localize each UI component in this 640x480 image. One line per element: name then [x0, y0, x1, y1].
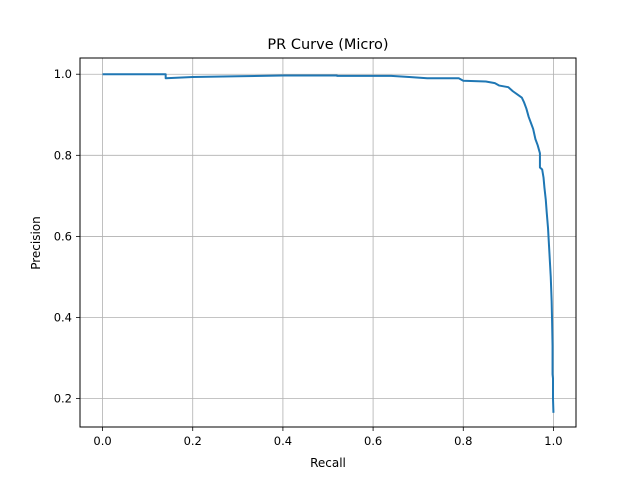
plot-frame [79, 57, 577, 428]
y-tick-label: 0.2 [54, 392, 72, 406]
x-tick-label: 0.4 [274, 434, 292, 448]
y-axis-label: Precision [29, 216, 43, 270]
x-tick-label: 0.8 [454, 434, 472, 448]
y-tick-label: 0.6 [54, 229, 72, 243]
series-group [102, 73, 555, 413]
x-tick-label: 0.2 [184, 434, 202, 448]
y-tick-label: 0.8 [54, 148, 72, 162]
x-tick-label: 0.6 [364, 434, 382, 448]
y-tick-label: 0.4 [54, 311, 72, 325]
chart-title: PR Curve (Micro) [267, 37, 388, 53]
grid-lines [80, 58, 576, 427]
y-tick-label: 1.0 [54, 67, 72, 81]
pr-curve-line [102, 73, 555, 413]
x-tick-label: 1.0 [544, 434, 562, 448]
x-axis-label: Recall [310, 456, 346, 470]
x-tick-label: 0.0 [93, 434, 111, 448]
axis-ticks: 0.0 0.2 0.4 0.6 0.8 1.0 0.2 0.4 0.6 0.8 1.0 [54, 67, 563, 448]
